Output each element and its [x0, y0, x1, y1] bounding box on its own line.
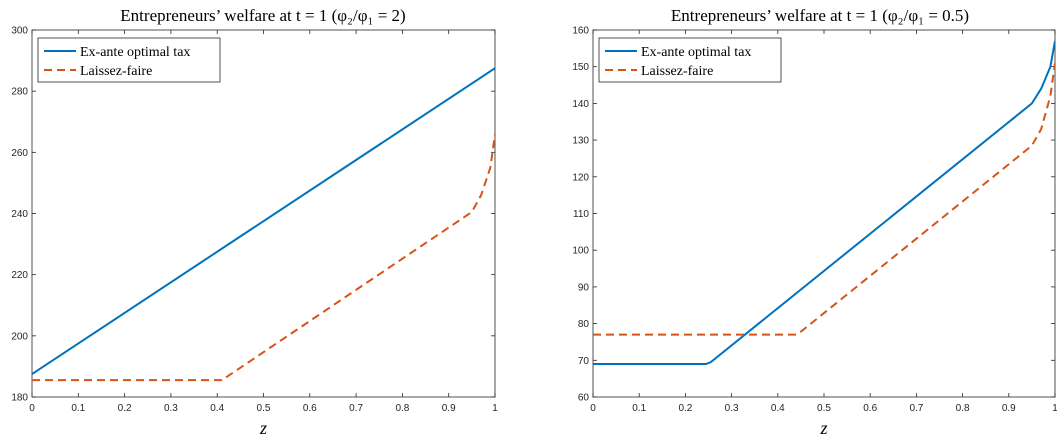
x-tick-label: 0.9 — [1002, 403, 1016, 414]
x-tick-label: 0.4 — [771, 403, 785, 414]
y-tick-label: 160 — [572, 26, 589, 37]
y-tick-label: 100 — [572, 246, 589, 257]
legend: Ex-ante optimal tax Laissez-faire — [598, 37, 782, 83]
x-axis-label: z — [259, 418, 267, 438]
legend-box — [598, 37, 782, 83]
chart-left: 0 0.1 0.2 0.3 0.4 0.5 0.6 0.7 0.8 0.9 1 180 200 220 24… — [11, 6, 498, 438]
chart-title: Entrepreneurs’ welfare at t = 1 (φ₂/φ₁ =… — [120, 6, 405, 25]
x-tick-label: 0.6 — [303, 403, 317, 414]
x-tick-label: 0.1 — [71, 403, 85, 414]
y-tick-label: 140 — [572, 99, 589, 110]
y-tick-label: 120 — [572, 172, 589, 183]
x-tick-label: 0.3 — [725, 403, 739, 414]
x-tick-label: 0.7 — [349, 403, 363, 414]
y-tick-label: 110 — [573, 209, 589, 220]
x-tick-label: 0.1 — [632, 403, 646, 414]
chart-title: Entrepreneurs’ welfare at t = 1 (φ₂/φ₁ =… — [671, 6, 969, 25]
x-tick-label: 0 — [29, 403, 35, 414]
y-tick-label: 90 — [578, 282, 590, 293]
axes-frame — [592, 29, 1056, 398]
x-tick-label: 1 — [492, 403, 498, 414]
x-tick-label: 0.8 — [956, 403, 970, 414]
legend-label: Laissez-faire — [641, 64, 713, 79]
y-tick-label: 130 — [572, 136, 589, 147]
y-tick-label: 80 — [578, 319, 590, 330]
x-tick-label: 0.2 — [678, 403, 692, 414]
y-tick-label: 260 — [11, 148, 28, 159]
chart-right: 0 0.1 0.2 0.3 0.4 0.5 0.6 0.7 0.8 0.9 160708090100… — [572, 6, 1057, 438]
x-tick-label: 0.9 — [442, 403, 456, 414]
series-line-ex-ante-optimal-tax — [32, 67, 495, 375]
y-tick-label: 300 — [11, 26, 28, 37]
series-line-ex-ante-optimal-tax — [593, 40, 1055, 365]
x-tick-label: 0.4 — [210, 403, 224, 414]
x-tick-label: 0.5 — [817, 403, 831, 414]
x-tick-label: 1 — [1052, 403, 1057, 414]
legend: Ex-ante optimal tax Laissez-faire — [37, 37, 221, 83]
y-tick-label: 150 — [572, 62, 589, 73]
legend-label: Ex-ante optimal tax — [641, 45, 751, 60]
x-tick-label: 0 — [590, 403, 596, 414]
legend-box — [37, 37, 221, 83]
axes-frame — [31, 29, 496, 398]
x-tick-label: 0.5 — [257, 403, 271, 414]
y-tick-label: 240 — [11, 209, 28, 220]
x-tick-label: 0.7 — [909, 403, 923, 414]
y-tick-label: 180 — [11, 393, 28, 404]
x-tick-label: 0.3 — [164, 403, 178, 414]
x-axis-label: z — [819, 418, 827, 438]
legend-label: Ex-ante optimal tax — [80, 45, 190, 60]
legend-label: Laissez-faire — [80, 64, 152, 79]
x-tick-label: 0.6 — [863, 403, 877, 414]
y-tick-label: 70 — [578, 356, 590, 367]
y-tick-label: 280 — [11, 87, 28, 98]
x-tick-label: 0.8 — [395, 403, 409, 414]
y-tick-label: 220 — [11, 270, 28, 281]
y-tick-label: 60 — [578, 393, 590, 404]
y-tick-label: 200 — [11, 331, 28, 342]
series-line-laissez-faire — [32, 133, 495, 382]
x-tick-label: 0.2 — [118, 403, 132, 414]
